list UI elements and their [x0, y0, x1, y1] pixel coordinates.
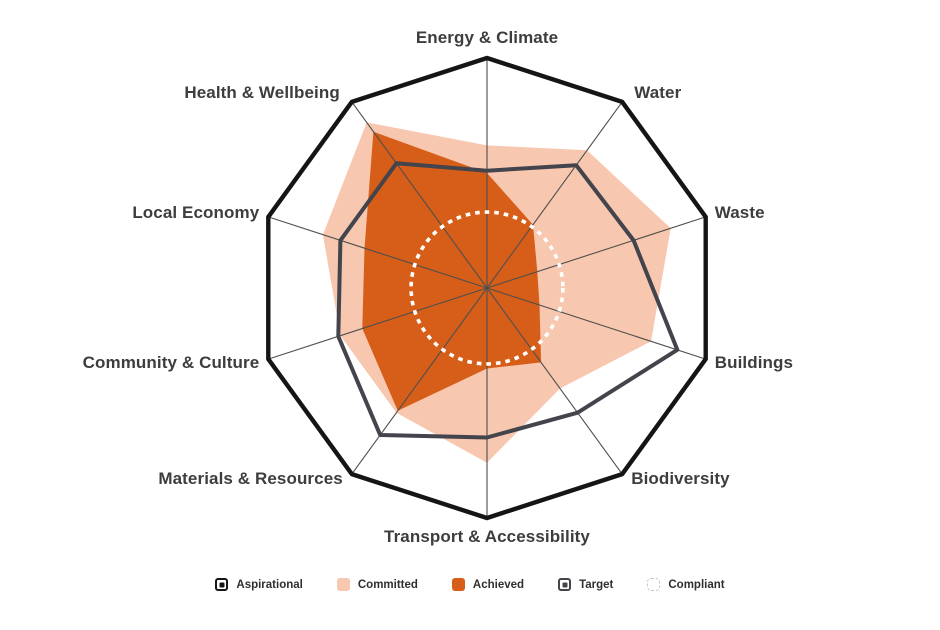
- axis-spoke: [486, 287, 706, 360]
- axis-spoke: [351, 101, 488, 289]
- legend-label: Compliant: [668, 578, 725, 591]
- series-compliant-circle: [409, 210, 565, 366]
- axis-spoke: [268, 287, 488, 360]
- chart-legend: Aspirational Committed Achieved Target C…: [0, 578, 940, 591]
- axis-label-biodiversity: Biodiversity: [631, 469, 730, 489]
- axis-label-waste: Waste: [714, 202, 765, 222]
- axis-label-transport-accessibility: Transport & Accessibility: [384, 527, 590, 546]
- legend-item-committed: Committed: [336, 578, 418, 591]
- axis-spoke: [486, 287, 623, 475]
- series-target-outline: [336, 161, 680, 440]
- axis-spoke: [486, 101, 623, 289]
- axis-label-health-wellbeing: Health & Wellbeing: [184, 82, 340, 102]
- axis-spoke: [351, 287, 488, 475]
- legend-item-aspirational: Aspirational: [215, 578, 303, 591]
- committed-swatch-icon: [336, 578, 350, 591]
- legend-label: Committed: [357, 578, 418, 591]
- series-achieved-area: [362, 131, 542, 411]
- axis-label-energy-climate: Energy & Climate: [415, 28, 559, 47]
- legend-label: Aspirational: [236, 578, 303, 591]
- legend-label: Target: [579, 578, 614, 591]
- axis-spoke: [268, 216, 488, 289]
- target-swatch-icon: [558, 578, 572, 591]
- legend-item-compliant: Compliant: [647, 578, 725, 591]
- axis-label-community-culture: Community & Culture: [82, 353, 260, 373]
- axis-label-buildings: Buildings: [714, 353, 794, 373]
- series-aspirational-outline: [266, 55, 708, 521]
- achieved-swatch-icon: [451, 578, 465, 591]
- legend-item-target: Target: [558, 578, 613, 591]
- axis-label-local-economy: Local Economy: [132, 202, 260, 222]
- legend-label: Achieved: [472, 578, 525, 591]
- compliant-swatch-icon: [647, 578, 661, 591]
- axis-label-materials-resources: Materials & Resources: [158, 469, 343, 489]
- axis-label-water: Water: [634, 82, 682, 102]
- legend-item-achieved: Achieved: [451, 578, 525, 591]
- aspirational-swatch-icon: [215, 578, 229, 591]
- axis-spoke: [486, 216, 706, 289]
